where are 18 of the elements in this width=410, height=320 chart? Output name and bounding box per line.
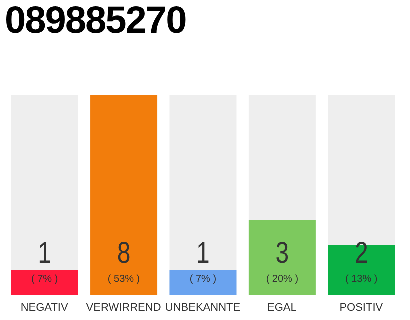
annotation: ( 53% ) xyxy=(108,274,140,285)
annotation: ( 7% ) xyxy=(32,274,58,285)
bar xyxy=(11,270,78,295)
x-tick-label: VERWIRREND xyxy=(86,302,162,314)
x-tick-label: NEGATIV xyxy=(20,302,69,314)
data-label: 2 xyxy=(354,235,368,270)
annotation: ( 13% ) xyxy=(346,274,378,285)
data-label: 3 xyxy=(276,235,290,270)
annotation: ( 20% ) xyxy=(266,274,299,285)
annotation: ( 7% ) xyxy=(190,274,217,285)
x-tick-label: POSITIV xyxy=(340,302,384,314)
x-tick-label: EGAL xyxy=(268,302,297,314)
data-label: 1 xyxy=(196,235,210,270)
data-label: 1 xyxy=(38,235,52,270)
x-tick-label: UNBEKANNTE xyxy=(165,302,241,314)
data-label: 8 xyxy=(117,235,131,270)
chart-title: 089885270 xyxy=(5,0,186,43)
bar xyxy=(170,270,237,295)
